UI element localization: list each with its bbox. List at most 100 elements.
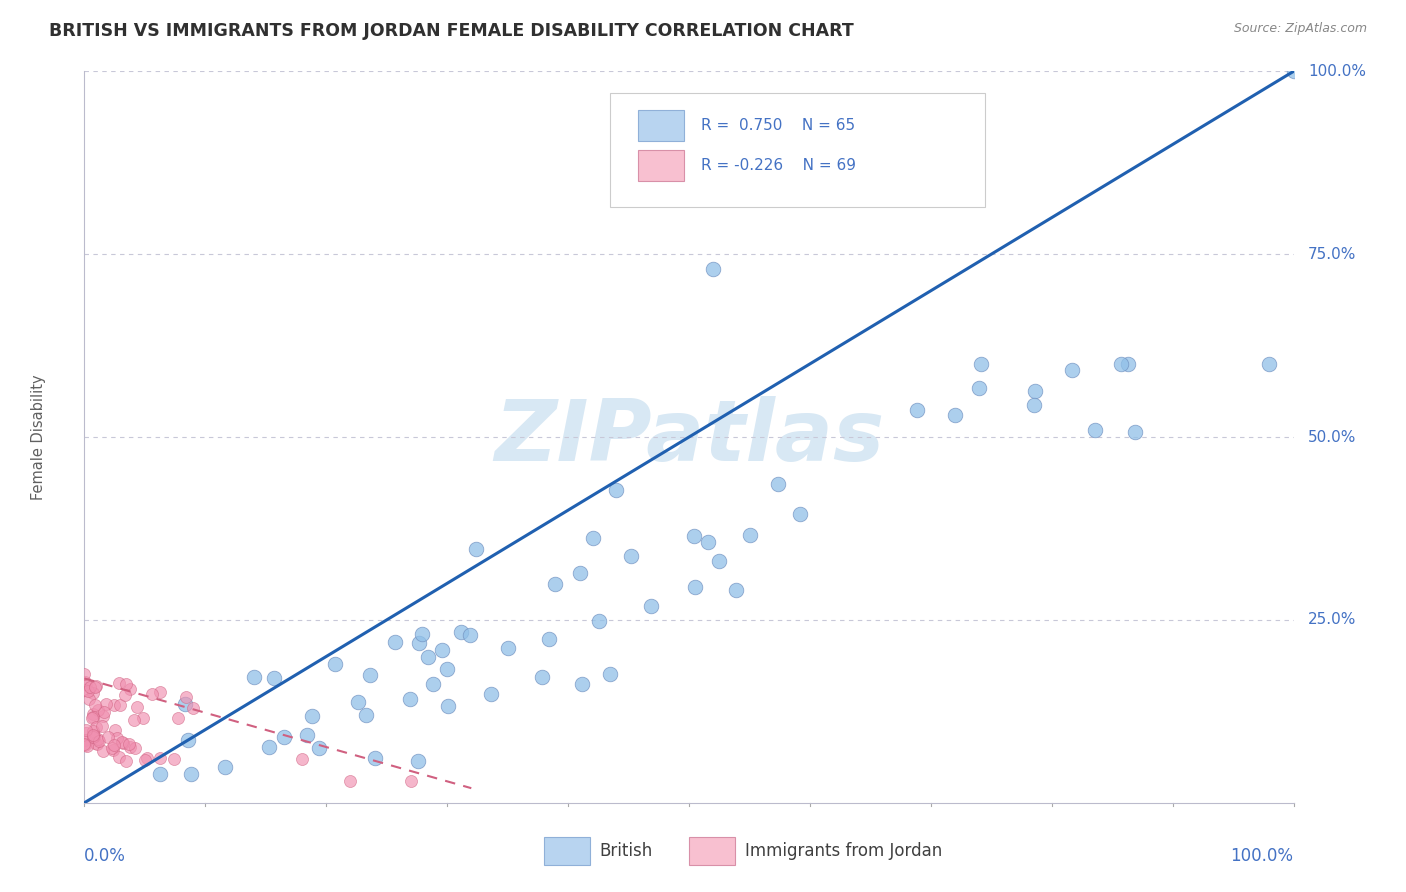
Point	[450, 625, 472, 640]
Point	[696, 534, 718, 549]
Point	[531, 670, 554, 684]
Point	[141, 688, 163, 702]
Point	[83, 729, 105, 743]
Text: R =  0.750    N = 65: R = 0.750 N = 65	[702, 118, 855, 133]
Point	[82, 724, 104, 739]
Point	[122, 713, 145, 727]
Point	[177, 732, 200, 747]
Point	[907, 403, 929, 417]
FancyBboxPatch shape	[638, 151, 685, 181]
Point	[103, 738, 125, 752]
Point	[149, 685, 172, 699]
Point	[82, 707, 104, 722]
Point	[73, 738, 96, 752]
Point	[1125, 425, 1147, 439]
Text: R = -0.226    N = 69: R = -0.226 N = 69	[702, 158, 856, 173]
Point	[359, 668, 381, 682]
Point	[110, 698, 132, 712]
Point	[308, 740, 330, 755]
Point	[73, 667, 96, 681]
Text: Female Disability: Female Disability	[31, 375, 46, 500]
Text: 0.0%: 0.0%	[84, 847, 127, 864]
Point	[90, 719, 112, 733]
Point	[1282, 64, 1305, 78]
Point	[84, 736, 107, 750]
Point	[181, 700, 204, 714]
Point	[588, 615, 610, 629]
Point	[93, 706, 115, 720]
Point	[683, 529, 706, 543]
Point	[408, 636, 430, 650]
Text: 50.0%: 50.0%	[1308, 430, 1357, 444]
Point	[84, 680, 107, 694]
Point	[354, 708, 377, 723]
Point	[84, 698, 107, 712]
Point	[82, 710, 104, 724]
Point	[82, 731, 104, 745]
Point	[101, 743, 124, 757]
Point	[118, 681, 141, 696]
Point	[75, 733, 97, 747]
Point	[132, 711, 155, 725]
Point	[683, 580, 706, 594]
Point	[496, 640, 519, 655]
Point	[83, 680, 105, 694]
Point	[273, 730, 295, 744]
Point	[406, 755, 429, 769]
Point	[599, 667, 621, 681]
Point	[87, 731, 110, 746]
Point	[214, 759, 236, 773]
Point	[399, 773, 422, 788]
Point	[115, 677, 138, 691]
Point	[77, 691, 100, 706]
Point	[167, 711, 190, 725]
Point	[243, 670, 266, 684]
Point	[149, 766, 172, 780]
Point	[1258, 357, 1281, 371]
Point	[411, 627, 433, 641]
Point	[430, 643, 453, 657]
Point	[73, 737, 96, 751]
Point	[568, 566, 591, 580]
Point	[544, 577, 567, 591]
Point	[460, 628, 482, 642]
Text: 25.0%: 25.0%	[1308, 613, 1357, 627]
Point	[422, 677, 444, 691]
Text: BRITISH VS IMMIGRANTS FROM JORDAN FEMALE DISABILITY CORRELATION CHART: BRITISH VS IMMIGRANTS FROM JORDAN FEMALE…	[49, 22, 853, 40]
Point	[1024, 384, 1046, 398]
Text: ZIPatlas: ZIPatlas	[494, 395, 884, 479]
Point	[79, 680, 101, 694]
Point	[436, 662, 458, 676]
Point	[149, 750, 172, 764]
Point	[87, 733, 110, 747]
Point	[257, 739, 280, 754]
Point	[1060, 363, 1083, 377]
Point	[107, 675, 129, 690]
Point	[399, 692, 422, 706]
Point	[94, 698, 117, 712]
Point	[436, 699, 458, 714]
Text: 100.0%: 100.0%	[1230, 847, 1294, 864]
Point	[73, 683, 96, 698]
Point	[91, 709, 114, 723]
Point	[91, 744, 114, 758]
Point	[347, 695, 370, 709]
Point	[479, 687, 502, 701]
Point	[301, 709, 323, 723]
Point	[295, 728, 318, 742]
Point	[97, 730, 120, 744]
Point	[173, 698, 195, 712]
Point	[163, 752, 186, 766]
FancyBboxPatch shape	[544, 838, 589, 865]
Point	[111, 735, 134, 749]
Point	[103, 698, 125, 712]
Point	[76, 684, 98, 698]
Point	[80, 711, 103, 725]
Point	[76, 723, 98, 737]
Point	[75, 677, 97, 691]
Point	[702, 261, 724, 276]
Point	[76, 739, 98, 753]
Point	[291, 752, 314, 766]
Point	[263, 671, 285, 685]
Point	[640, 599, 662, 613]
